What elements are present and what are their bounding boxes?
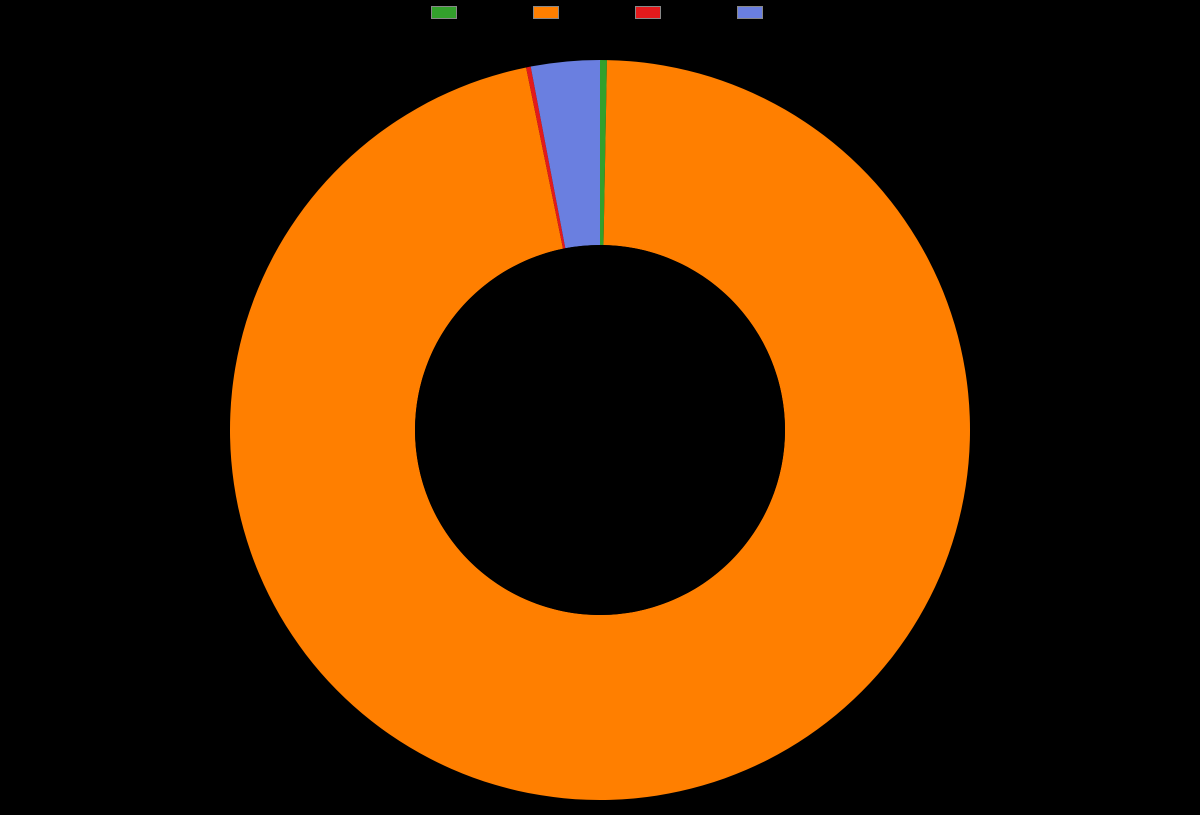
donut-hole — [415, 245, 785, 615]
donut-chart — [0, 30, 1200, 800]
